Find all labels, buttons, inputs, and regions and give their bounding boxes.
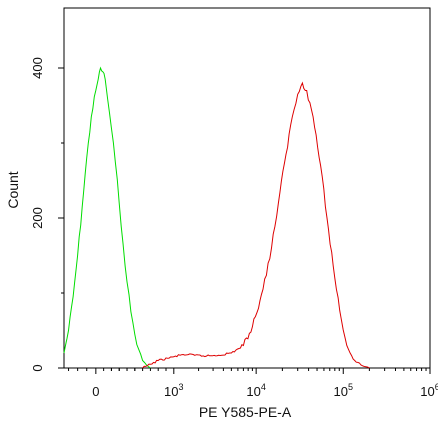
x-tick-base: 10: [246, 384, 260, 399]
x-tick-label: 105: [334, 382, 353, 399]
y-tick-label: 0: [30, 364, 45, 371]
x-tick-exponent: 6: [435, 382, 438, 392]
plot-frame: [63, 7, 431, 369]
x-tick-label: 103: [164, 382, 183, 399]
x-axis: 0 103 104 105 106: [68, 368, 438, 399]
x-tick-exponent: 5: [348, 382, 353, 392]
x-tick-base: 10: [334, 384, 348, 399]
y-axis-title: Count: [5, 171, 21, 208]
x-axis-title: PE Y585-PE-A: [199, 404, 292, 420]
series-layer: [63, 66, 370, 369]
x-tick-exponent: 4: [261, 382, 266, 392]
y-axis: 0 200 400: [30, 57, 64, 372]
x-tick-label: 104: [246, 382, 265, 399]
x-tick-base: 0: [92, 384, 99, 399]
y-tick-label: 200: [30, 207, 45, 229]
y-tick-label: 400: [30, 57, 45, 79]
x-tick-exponent: 3: [179, 382, 184, 392]
x-tick-base: 10: [164, 384, 178, 399]
series-line: [142, 81, 370, 369]
series-line: [63, 66, 151, 369]
x-tick-label: 106: [420, 382, 438, 399]
x-tick-label: 0: [92, 384, 99, 399]
x-tick-base: 10: [420, 384, 434, 399]
